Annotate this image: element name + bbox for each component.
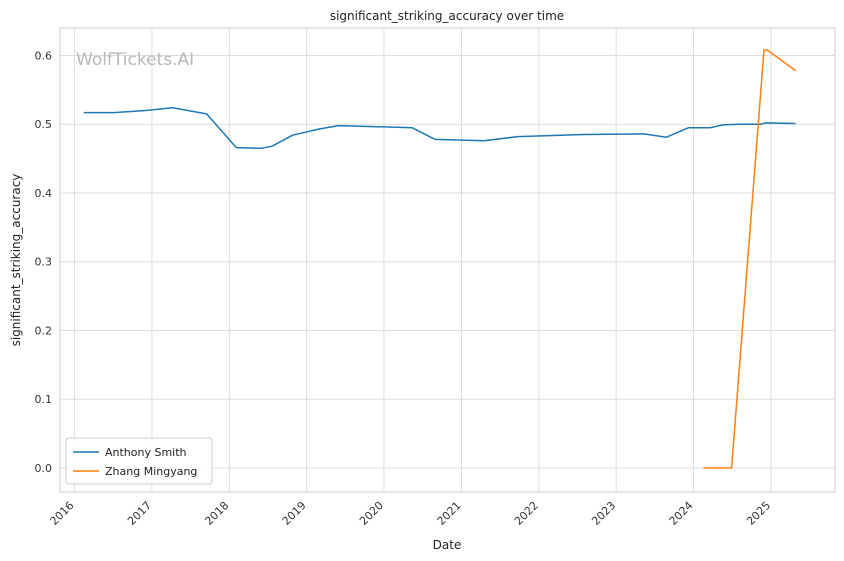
y-axis-title: significant_striking_accuracy [9, 174, 23, 347]
x-tick-label: 2016 [48, 499, 77, 528]
y-tick-label: 0.6 [35, 49, 53, 62]
y-tick-label: 0.3 [35, 256, 53, 269]
x-tick-label: 2018 [202, 499, 231, 528]
x-tick-label: 2024 [667, 499, 696, 528]
y-tick-label: 0.5 [35, 118, 53, 131]
x-tick-label: 2019 [280, 499, 309, 528]
y-tick-label: 0.4 [35, 187, 53, 200]
watermark: WolfTickets.AI [76, 50, 194, 70]
x-tick-label: 2020 [357, 499, 386, 528]
chart-title: significant_striking_accuracy over time [330, 9, 564, 23]
y-tick-label: 0.2 [35, 324, 53, 337]
x-axis-title: Date [433, 538, 462, 552]
legend-label-zhang-mingyang: Zhang Mingyang [105, 465, 197, 478]
legend: Anthony Smith Zhang Mingyang [65, 437, 213, 485]
legend-label-anthony-smith: Anthony Smith [105, 446, 187, 459]
series-lines [83, 49, 797, 469]
series-line-zhang-mingyang [703, 49, 797, 469]
x-tick-label: 2023 [589, 499, 618, 528]
y-tick-labels: 0.0 0.1 0.2 0.3 0.4 0.5 0.6 [35, 49, 53, 474]
y-tick-label: 0.1 [35, 393, 53, 406]
x-tick-label: 2022 [512, 499, 541, 528]
x-tick-label: 2021 [435, 499, 464, 528]
x-tick-labels: 2016 2017 2018 2019 2020 2021 2022 2023 2024 2025 [48, 499, 774, 528]
x-tick-label: 2025 [744, 499, 773, 528]
plot-area [59, 27, 836, 493]
legend-box [65, 437, 213, 485]
x-tick-label: 2017 [125, 499, 154, 528]
y-tick-label: 0.0 [35, 462, 53, 475]
series-line-anthony-smith [83, 106, 796, 150]
grid [60, 28, 835, 492]
